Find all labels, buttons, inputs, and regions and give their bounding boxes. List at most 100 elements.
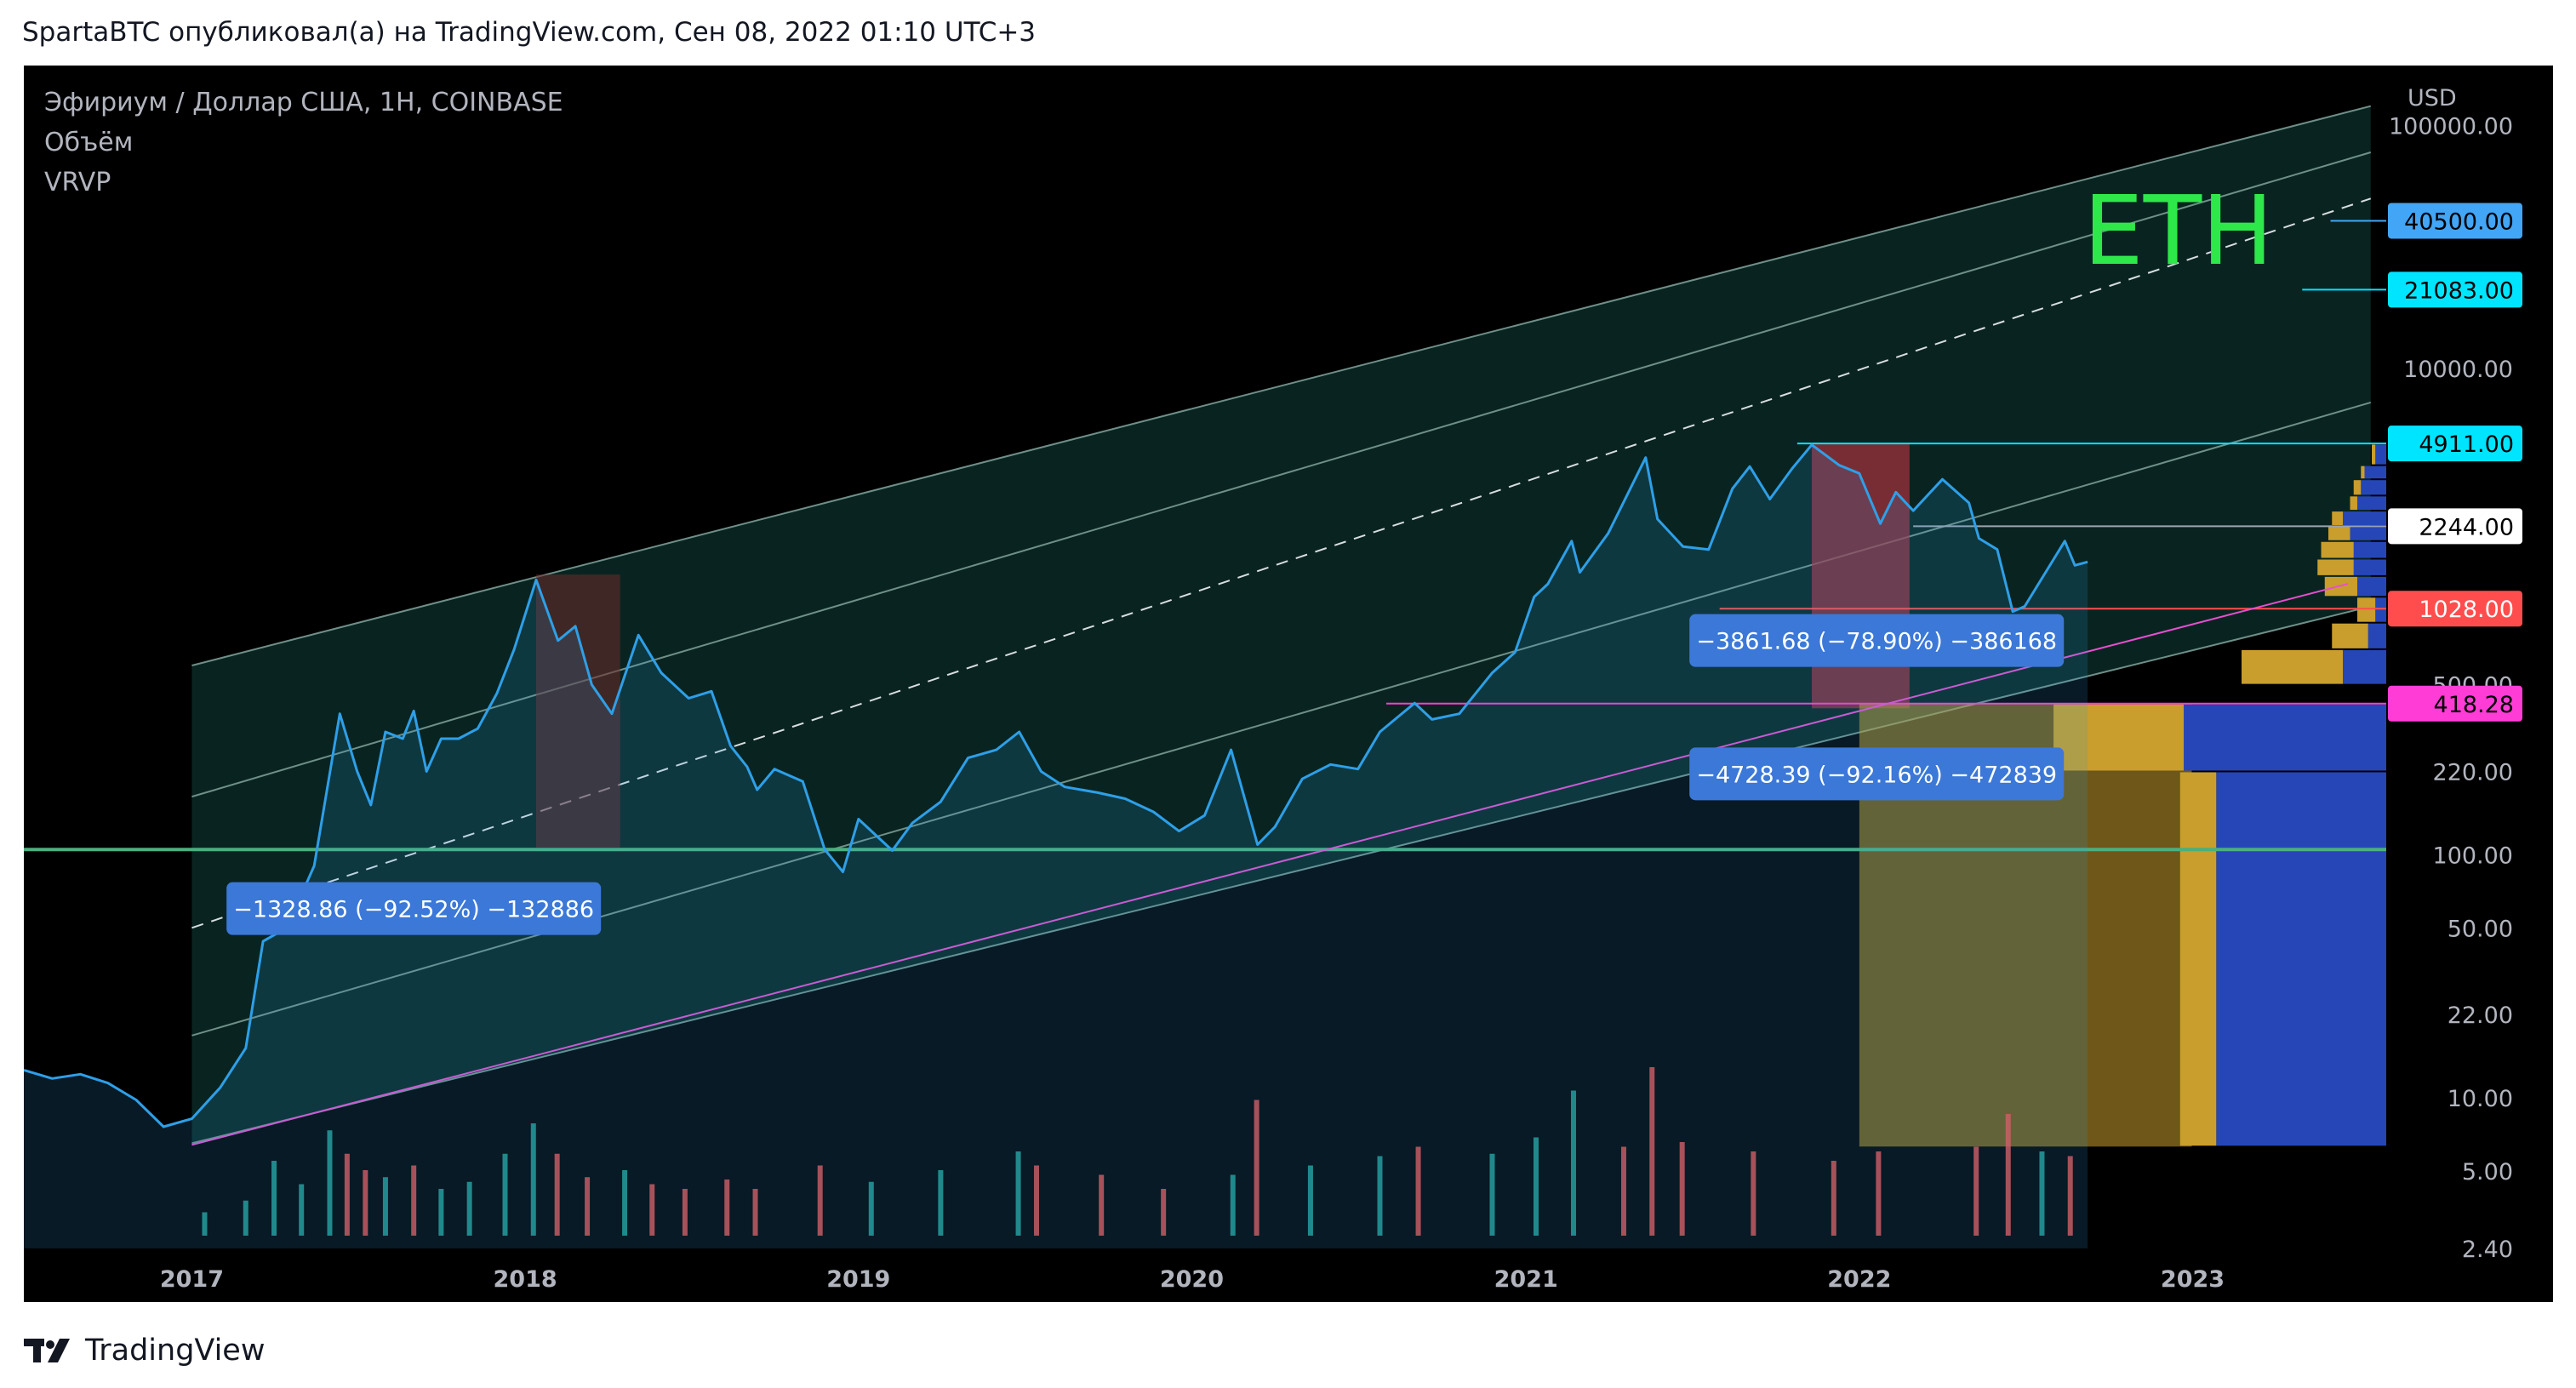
volume-bar — [530, 1123, 536, 1236]
vrvp-row-down — [2343, 511, 2386, 526]
measurement-callout[interactable] — [226, 882, 602, 935]
y-axis-tick-label: 220.00 — [2433, 759, 2513, 785]
volume-bar — [1679, 1142, 1685, 1236]
volume-bar — [202, 1212, 208, 1236]
volume-bar — [502, 1153, 508, 1236]
price-label-text: 1028.00 — [2419, 597, 2514, 623]
y-axis-tick-label: 22.00 — [2447, 1002, 2513, 1029]
volume-bar — [724, 1180, 730, 1236]
vrvp-row-up — [2321, 541, 2354, 558]
price-label-badge[interactable] — [2388, 426, 2522, 462]
x-axis-tick-label: 2022 — [1827, 1266, 1891, 1293]
eth-annotation[interactable]: ETH — [2083, 176, 2273, 287]
volume-bar — [466, 1181, 472, 1236]
vrvp-row-up — [2053, 704, 2185, 771]
volume-bar — [1489, 1153, 1495, 1236]
y-axis-tick-label: 100000.00 — [2389, 113, 2513, 140]
volume-bar — [1307, 1165, 1313, 1236]
volume-bar — [1751, 1151, 1756, 1236]
volume-bar — [1034, 1165, 1040, 1236]
x-axis-tick-label: 2018 — [494, 1266, 557, 1293]
y-axis-tick-label: 10000.00 — [2403, 357, 2513, 383]
vrvp-row-down — [2364, 466, 2386, 479]
legend-volume-indicator[interactable]: Объём — [44, 128, 133, 157]
volume-bar — [1230, 1174, 1236, 1236]
volume-bar — [1015, 1151, 1021, 1236]
vrvp-row-up — [2350, 496, 2358, 511]
price-label-badge[interactable] — [2388, 508, 2522, 545]
vrvp-row-down — [2368, 623, 2386, 648]
time-axis: 2017 2018 2019 2020 2021 2022 2023 — [160, 1266, 2225, 1293]
measurement-callout-text: −4728.39 (−92.16%) −472839 — [1696, 762, 2057, 788]
price-label-text: 2244.00 — [2419, 514, 2514, 540]
price-label-text: 40500.00 — [2404, 208, 2514, 235]
legend-symbol[interactable]: Эфириум / Доллар США, 1H, COINBASE — [44, 88, 563, 117]
volume-bar — [2039, 1151, 2045, 1236]
x-axis-tick-label: 2017 — [160, 1266, 224, 1293]
volume-bar — [327, 1130, 333, 1236]
measurement-callout[interactable] — [1689, 614, 2065, 667]
vrvp-row-up — [2357, 597, 2376, 622]
x-axis-tick-label: 2021 — [1494, 1266, 1558, 1293]
price-label-text: 21083.00 — [2404, 277, 2514, 304]
x-axis-tick-label: 2019 — [826, 1266, 890, 1293]
y-axis-tick-label: 50.00 — [2447, 916, 2513, 942]
volume-bar — [622, 1170, 628, 1236]
volume-bar — [344, 1153, 350, 1236]
y-axis-tick-label: 10.00 — [2447, 1086, 2513, 1112]
volume-bar — [1533, 1137, 1539, 1236]
measurement-callout-text: −3861.68 (−78.90%) −386168 — [1696, 629, 2057, 655]
price-label-badge[interactable] — [2388, 685, 2522, 722]
vrvp-row-up — [2361, 466, 2365, 479]
channel-upper-line[interactable] — [191, 105, 2372, 666]
vrvp-row-up — [2242, 649, 2344, 684]
channel-lower-line[interactable] — [191, 605, 2371, 1145]
volume-bar — [868, 1181, 874, 1236]
volume-bar — [1415, 1146, 1421, 1236]
vrvp-row-down — [2375, 444, 2386, 465]
volume-bar — [243, 1200, 248, 1236]
vrvp-row-down — [2184, 704, 2386, 771]
price-label-text: 418.28 — [2434, 692, 2514, 718]
vrvp-row-down — [2361, 480, 2386, 495]
volume-bar — [271, 1161, 277, 1236]
price-chart[interactable]: −1328.86 (−92.52%) −132886 −3861.68 (−78.… — [24, 66, 2553, 1302]
vrvp-row-up — [2179, 772, 2217, 1146]
volume-bar — [1254, 1100, 1259, 1236]
volume-bar — [2067, 1156, 2073, 1236]
price-label-badge[interactable] — [2388, 591, 2522, 627]
channel-median-line[interactable] — [191, 197, 2372, 929]
footer: TradingView — [22, 1329, 265, 1372]
price-area-fill — [24, 444, 2088, 1248]
vrvp-row-up — [2317, 559, 2354, 575]
vrvp-row-down — [2357, 576, 2386, 597]
volume-bar — [1620, 1146, 1626, 1236]
price-label-text: 4911.00 — [2419, 431, 2514, 458]
publication-caption: SpartaBTC опубликовал(а) на TradingView.… — [22, 17, 1037, 48]
price-axis-unit: USD — [2408, 85, 2457, 111]
price-label-badge[interactable] — [2388, 271, 2522, 308]
support-trendline[interactable] — [191, 583, 2349, 1146]
volume-bar — [299, 1184, 305, 1236]
y-axis-tick-label: 5.00 — [2462, 1159, 2513, 1185]
vrvp-row-up — [2332, 511, 2344, 526]
volume-bar — [752, 1189, 758, 1236]
volume-bar — [1377, 1156, 1383, 1236]
channel-fill — [191, 106, 2371, 1144]
volume-bar — [1099, 1174, 1105, 1236]
vrvp-row-up — [2328, 527, 2350, 540]
footer-brand[interactable]: TradingView — [85, 1334, 266, 1368]
volume-bar — [363, 1170, 368, 1236]
tradingview-logo-icon[interactable] — [22, 1335, 73, 1366]
y-axis-tick-label: 100.00 — [2433, 843, 2513, 869]
volume-bar — [382, 1177, 388, 1236]
volume-bar — [1973, 1146, 1979, 1236]
legend-vrvp-indicator[interactable]: VRVP — [44, 168, 111, 197]
measurement-callout[interactable] — [1689, 747, 2065, 801]
price-series — [24, 443, 2088, 1248]
price-label-badge[interactable] — [2388, 203, 2522, 239]
volume-bar — [1570, 1090, 1576, 1236]
volume-bar — [1649, 1067, 1655, 1236]
vrvp-row-down — [2216, 772, 2386, 1146]
price-line[interactable] — [24, 443, 2088, 1128]
